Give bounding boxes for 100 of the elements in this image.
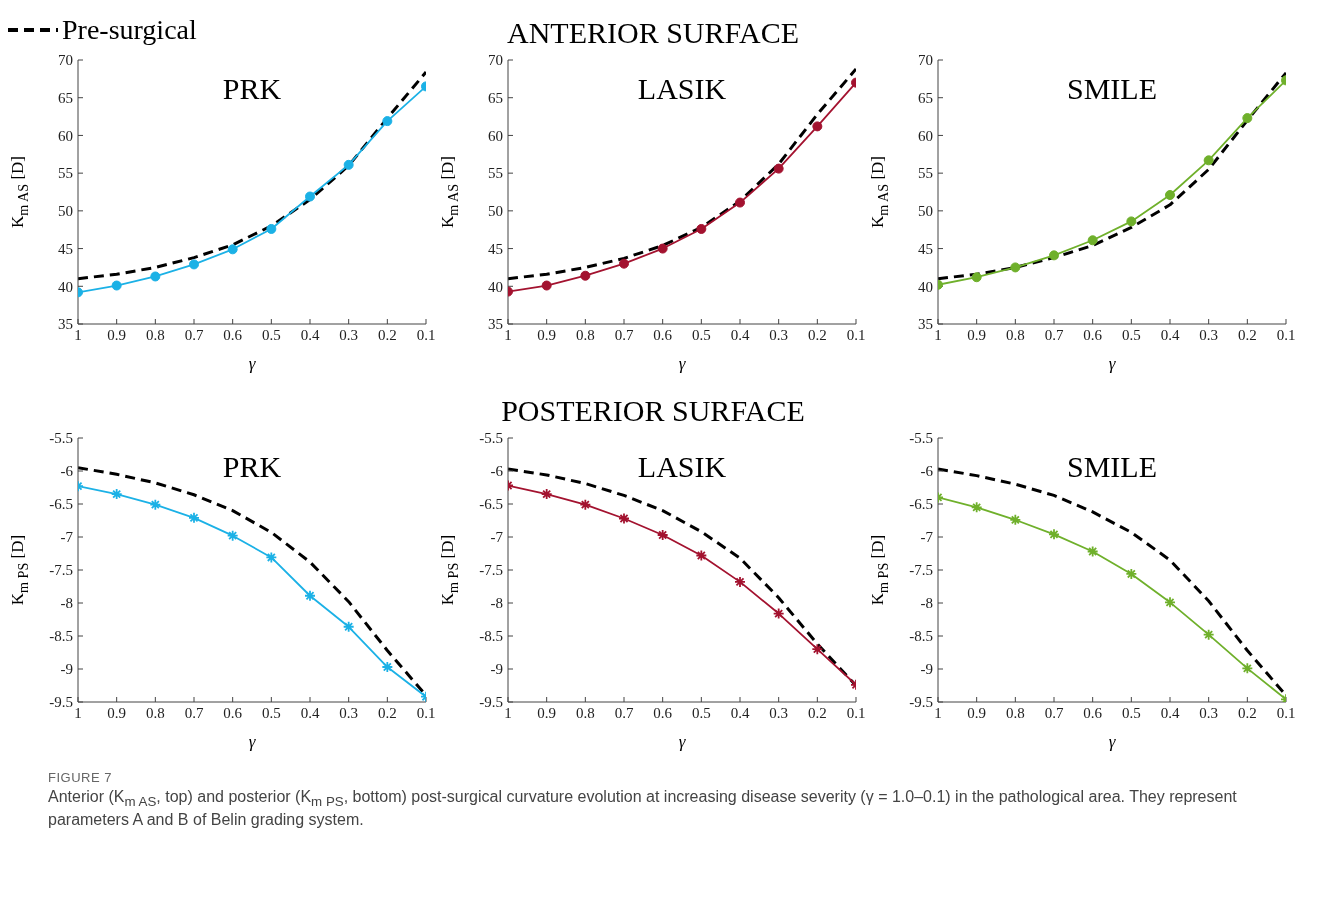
point	[150, 271, 161, 282]
y-tick-label: 55	[58, 165, 73, 182]
x-tick-label: 0.3	[1199, 326, 1219, 343]
x-tick-label: 0.7	[614, 704, 634, 721]
y-tick-label: 40	[488, 278, 503, 295]
x-tick-label: 0.3	[769, 326, 789, 343]
x-tick-label: 1	[504, 704, 512, 721]
x-tick-label: 0.3	[769, 704, 789, 721]
y-tick-label: -7.5	[49, 562, 73, 579]
x-tick-label: 0.6	[653, 326, 673, 343]
x-tick-label: 0.5	[261, 326, 281, 343]
point	[1241, 662, 1254, 675]
x-tick-label: 0.6	[223, 704, 243, 721]
y-tick-label: 50	[58, 203, 73, 220]
y-tick-label: -5.5	[49, 430, 73, 447]
y-tick-label: 45	[918, 240, 933, 257]
x-tick-label: 1	[74, 704, 82, 721]
point	[305, 191, 315, 202]
x-tick-label: 0.6	[1083, 326, 1103, 343]
point	[111, 280, 122, 291]
y-tick-label: -7.5	[479, 562, 503, 579]
x-tick-label: 0.7	[184, 704, 204, 721]
x-tick-label: 0.2	[377, 326, 397, 343]
y-tick-label: -6	[60, 463, 74, 480]
text: Anterior (K$_{m AS}$, top) and posterior (K$_{m PS}$, bottom) post-surgical curvature evolution at increasing disease severity (γ = 1.0–0.1) in the pathological area. They represent parameters A and B of Belin grading system.	[48, 786, 1238, 831]
point	[735, 197, 745, 208]
x-tick-label: 0.2	[1237, 326, 1257, 343]
x-tick-label: 0.3	[1199, 704, 1219, 721]
y-tick-label: -8.5	[909, 628, 933, 645]
point	[812, 121, 823, 132]
x-tick-label: 0.2	[807, 326, 827, 343]
point	[971, 272, 982, 283]
x-axis-title: γ	[1107, 732, 1117, 752]
legend-label: Pre-surgical	[62, 14, 197, 46]
y-tick-label: -6	[920, 463, 934, 480]
x-tick-label: 0.8	[1005, 326, 1025, 343]
chart-subtitle: ANTERIOR SURFACE	[506, 16, 800, 50]
x-tick-label: 0.5	[1121, 326, 1141, 343]
x-tick-label: 0.9	[537, 704, 557, 721]
point	[657, 243, 668, 254]
point	[580, 270, 591, 281]
point	[381, 661, 394, 673]
x-tick-label: 0.3	[339, 326, 359, 343]
x-tick-label: 0.7	[1044, 704, 1064, 721]
y-tick-label: 60	[918, 127, 933, 144]
y-tick-label: -9	[920, 661, 933, 678]
y-tick-label: 40	[58, 278, 73, 295]
y-tick-label: -9.5	[909, 694, 933, 711]
y-tick-label: 60	[488, 127, 503, 144]
x-tick-label: 0.4	[300, 704, 320, 721]
x-tick-label: 0.1	[416, 326, 436, 343]
chart-title: SMILE	[1066, 450, 1158, 484]
y-tick-label: -5.5	[479, 430, 503, 447]
x-tick-label: 0.5	[691, 704, 711, 721]
point	[811, 643, 824, 656]
chart-title: LASIK	[636, 72, 728, 106]
x-tick-label: 0.9	[107, 326, 127, 343]
point	[618, 512, 630, 525]
x-tick-label: 0.8	[575, 704, 595, 721]
x-tick-label: 0.1	[846, 704, 866, 721]
point	[1086, 545, 1099, 558]
point	[540, 488, 553, 500]
point	[227, 244, 238, 255]
y-tick-label: -7.5	[909, 562, 933, 579]
x-tick-label: 0.7	[1044, 326, 1064, 343]
point	[266, 223, 277, 234]
y-tick-label: 45	[488, 240, 503, 257]
point	[579, 498, 592, 511]
x-axis-title: γ	[1107, 354, 1117, 374]
point	[149, 498, 162, 511]
y-tick-label: 70	[58, 52, 73, 69]
y-tick-label: 70	[918, 52, 933, 69]
x-tick-label: 1	[504, 326, 512, 343]
point	[656, 529, 669, 541]
x-tick-label: 0.5	[261, 704, 281, 721]
y-tick-label: -6.5	[479, 496, 503, 513]
point	[696, 223, 707, 234]
point	[541, 280, 552, 291]
point	[188, 511, 200, 524]
point	[265, 551, 278, 564]
y-tick-label: 40	[918, 278, 933, 295]
point	[382, 116, 393, 127]
y-tick-label: -6.5	[49, 496, 73, 513]
x-tick-label: 0.4	[300, 326, 320, 343]
point	[1010, 262, 1021, 273]
point	[189, 259, 199, 270]
point	[110, 488, 123, 500]
y-tick-label: -7	[60, 529, 74, 546]
x-tick-label: 0.5	[691, 326, 711, 343]
y-tick-label: 70	[488, 52, 503, 69]
x-tick-label: 0.8	[145, 326, 165, 343]
y-tick-label: 50	[918, 203, 933, 220]
caption: FIGURE 7	[48, 770, 113, 787]
x-tick-label: 0.9	[107, 704, 127, 721]
x-tick-label: 0.9	[537, 326, 557, 343]
y-tick-label: 65	[488, 90, 503, 107]
point	[304, 589, 316, 602]
y-tick-label: -8	[920, 595, 933, 612]
x-tick-label: 0.8	[575, 326, 595, 343]
x-tick-label: 0.6	[653, 704, 673, 721]
